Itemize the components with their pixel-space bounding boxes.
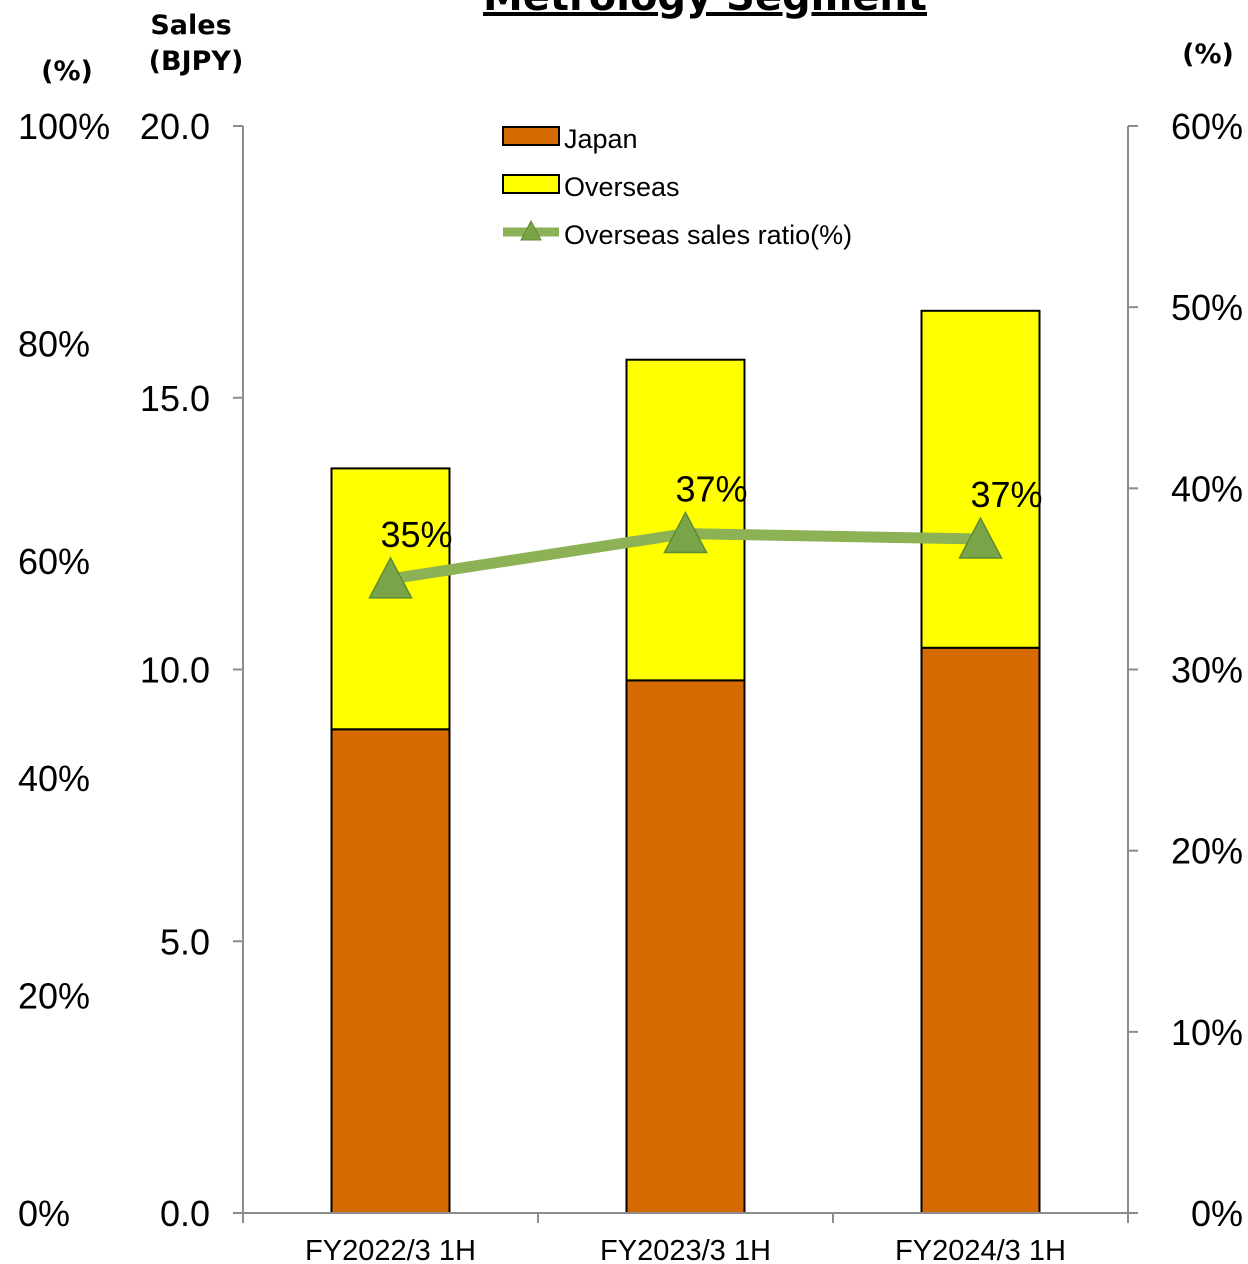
x-tick-label: FY2023/3 1H — [600, 1235, 771, 1264]
right-tick-label: 0% — [1191, 1193, 1243, 1234]
ratio-marker — [663, 511, 708, 554]
left-tick-label: 15.0 — [140, 378, 210, 419]
x-axis: FY2022/3 1H FY2023/3 1H FY2024/3 1H — [242, 1212, 1129, 1264]
left-tick-label: 10.0 — [140, 650, 210, 691]
ratio-data-label: 37% — [675, 469, 747, 510]
right-tick-label: 60% — [1171, 106, 1243, 147]
legend-label: Japan — [564, 124, 638, 154]
bar-overseas — [330, 467, 451, 731]
right-axis-label: (%) — [1182, 39, 1234, 70]
far-left-axis-ticks: 0% 20% 40% 60% 80% 100% — [18, 106, 110, 1234]
left-axis-label-line1: Sales — [150, 10, 231, 41]
far-left-tick-label: 100% — [18, 106, 110, 147]
far-left-tick-label: 80% — [18, 323, 90, 364]
right-tick-label: 30% — [1171, 650, 1243, 691]
x-tick-label: FY2022/3 1H — [305, 1235, 476, 1264]
left-axis: 0.0 5.0 10.0 15.0 20.0 — [140, 106, 244, 1234]
ratio-line: 35% 37% 37% — [368, 469, 1043, 599]
bars — [330, 309, 1041, 1214]
right-tick-label: 10% — [1171, 1012, 1243, 1053]
bar-japan — [920, 646, 1041, 1214]
far-left-tick-label: 60% — [18, 541, 90, 582]
legend-swatch — [502, 174, 560, 194]
x-tick-label: FY2024/3 1H — [895, 1235, 1066, 1264]
ratio-marker — [368, 556, 413, 599]
legend-label: Overseas — [564, 172, 680, 202]
legend: Japan Overseas Overseas sales ratio(%) — [502, 124, 852, 250]
far-left-tick-label: 40% — [18, 758, 90, 799]
left-tick-label: 0.0 — [160, 1193, 210, 1234]
legend-marker — [520, 219, 542, 241]
far-left-tick-label: 20% — [18, 976, 90, 1017]
legend-label: Overseas sales ratio(%) — [564, 220, 852, 250]
right-tick-label: 40% — [1171, 468, 1243, 509]
right-axis: 0% 10% 20% 30% 40% 50% 60% — [1127, 106, 1243, 1234]
bar-japan — [625, 679, 746, 1214]
ratio-marker — [958, 516, 1003, 559]
right-tick-label: 50% — [1171, 287, 1243, 328]
far-left-tick-label: 0% — [18, 1193, 70, 1234]
far-left-axis-label: (%) — [41, 56, 93, 87]
right-tick-label: 20% — [1171, 831, 1243, 872]
ratio-data-label: 35% — [380, 514, 452, 555]
bar-japan — [330, 728, 451, 1214]
legend-swatch — [502, 126, 560, 146]
left-tick-label: 20.0 — [140, 106, 210, 147]
bar-overseas — [920, 309, 1041, 649]
chart-title: Metrology Segment — [483, 0, 927, 20]
left-axis-label-line2: (BJPY) — [149, 46, 244, 77]
left-tick-label: 5.0 — [160, 921, 210, 962]
ratio-data-label: 37% — [970, 474, 1042, 515]
